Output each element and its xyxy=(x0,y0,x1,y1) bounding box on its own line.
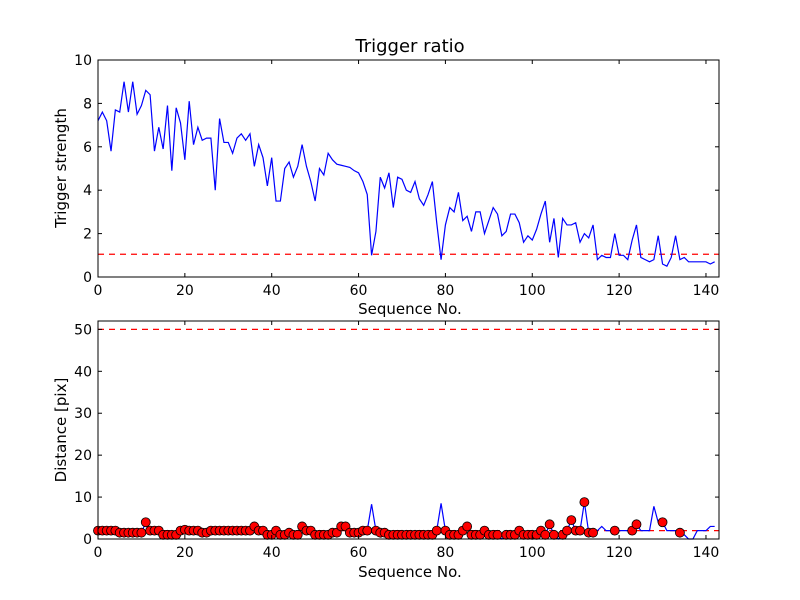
data-point xyxy=(657,517,668,528)
data-point xyxy=(579,497,590,508)
data-point xyxy=(292,529,303,540)
bottom-marks xyxy=(93,328,719,540)
data-point xyxy=(566,515,577,526)
top-plot-frame xyxy=(97,59,720,278)
x-tick-label: 120 xyxy=(606,283,633,299)
top-plot-area xyxy=(98,60,719,277)
data-point xyxy=(140,517,151,528)
y-tick-label: 20 xyxy=(74,448,92,464)
y-tick-label: 0 xyxy=(83,270,92,286)
data-point xyxy=(462,521,473,532)
x-tick-label: 60 xyxy=(350,283,368,299)
x-tick-label: 20 xyxy=(176,545,194,561)
data-point xyxy=(675,527,685,538)
top-y-ticks: 0 2 4 6 8 10 xyxy=(74,53,719,286)
data-point xyxy=(609,525,620,536)
data-point xyxy=(549,529,559,540)
y-tick-label: 30 xyxy=(74,406,92,422)
x-tick-label: 80 xyxy=(436,545,454,561)
x-tick-label: 100 xyxy=(519,283,546,299)
y-tick-label: 6 xyxy=(83,140,92,156)
x-tick-label: 120 xyxy=(606,545,633,561)
y-tick-label: 2 xyxy=(83,227,92,243)
top-chart-title: Trigger ratio xyxy=(354,36,464,57)
y-tick-label: 8 xyxy=(83,96,92,112)
y-tick-label: 10 xyxy=(74,490,92,506)
x-tick-label: 0 xyxy=(94,283,103,299)
x-tick-label: 100 xyxy=(519,545,546,561)
bottom-y-ticks: 0 10 20 30 40 50 xyxy=(74,322,719,548)
x-tick-label: 40 xyxy=(263,283,281,299)
x-tick-label: 60 xyxy=(350,545,368,561)
data-point xyxy=(431,525,442,536)
top-y-axis-label: Trigger strength xyxy=(52,108,70,229)
bottom-x-ticks: 0 20 40 60 80 100 120 140 xyxy=(94,321,720,561)
data-point xyxy=(562,525,572,536)
data-point xyxy=(136,527,147,538)
y-tick-label: 10 xyxy=(74,53,92,69)
bottom-plot-frame xyxy=(97,320,720,540)
bottom-plot-area xyxy=(98,321,719,539)
y-tick-label: 50 xyxy=(74,322,92,338)
data-point xyxy=(631,519,642,530)
series-line xyxy=(97,81,715,267)
x-tick-label: 20 xyxy=(176,283,194,299)
x-tick-label: 0 xyxy=(94,545,103,561)
x-tick-label: 140 xyxy=(693,283,720,299)
y-tick-label: 0 xyxy=(83,532,92,548)
distance-panel: 0 20 40 60 80 100 120 140 0 10 20 30 40 50 Sequence … xyxy=(52,320,720,581)
x-tick-label: 40 xyxy=(263,545,281,561)
y-tick-label: 4 xyxy=(83,183,92,199)
bottom-x-axis-label: Sequence No. xyxy=(358,563,462,581)
data-point xyxy=(362,525,373,536)
top-x-ticks: 0 20 40 60 80 100 120 140 xyxy=(94,60,720,299)
data-point xyxy=(492,529,503,540)
top-marks xyxy=(97,81,719,267)
trigger-ratio-panel: Trigger ratio 0 20 40 60 80 100 120 140 0 2 4 6 8 10… xyxy=(52,36,720,318)
x-tick-label: 140 xyxy=(693,545,720,561)
y-tick-label: 40 xyxy=(74,364,92,380)
data-point xyxy=(588,527,598,538)
x-tick-label: 80 xyxy=(436,283,454,299)
top-x-axis-label: Sequence No. xyxy=(358,300,462,318)
data-point xyxy=(544,519,555,530)
data-point xyxy=(575,525,585,536)
data-point xyxy=(540,529,551,540)
bottom-y-axis-label: Distance [pix] xyxy=(52,378,70,483)
